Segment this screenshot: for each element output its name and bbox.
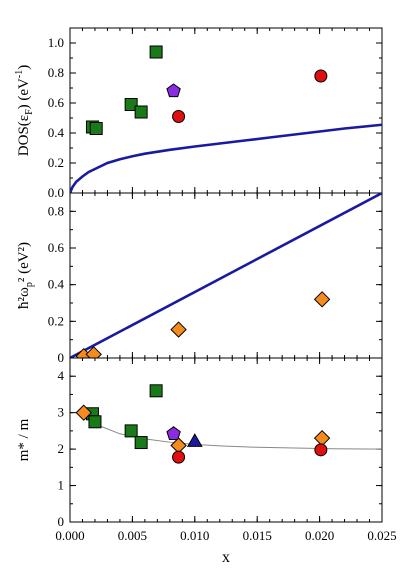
panel-bottom: 0 1 2 3 4 0.000 0.005 0.010 0.015 0.020 0.025 x m* /… — [16, 357, 397, 566]
y-tick-label: 0.4 — [48, 277, 65, 292]
panel-middle: 0 0.2 0.4 0.6 0.8 ħ²ωp² (eV²) — [16, 192, 383, 365]
y-tick-label: 2 — [58, 441, 65, 456]
y-tick-label: 0.6 — [48, 95, 65, 110]
panel-frame — [69, 357, 383, 523]
y-tick-label: 0.4 — [48, 125, 65, 140]
theory-line — [70, 193, 382, 358]
x-tick-label: 0.025 — [367, 528, 396, 543]
diamond-marker — [313, 291, 331, 308]
y-tick-label: 0.8 — [48, 203, 64, 218]
y-tick-label: 0 — [58, 514, 65, 529]
y-tick-label: 0.8 — [48, 65, 64, 80]
circle-marker — [172, 110, 186, 123]
panel-frame — [69, 27, 383, 194]
plot-area — [70, 193, 382, 358]
y-axis-label: ħ²ωp² (eV²) — [16, 242, 35, 309]
square-marker — [88, 415, 102, 429]
square-marker — [134, 105, 148, 119]
y-tick-label: 0 — [58, 350, 65, 365]
y-tick-label: 0.6 — [48, 240, 65, 255]
x-tick-label: 0.015 — [243, 528, 272, 543]
triangle-marker — [186, 433, 203, 447]
square-marker — [124, 424, 138, 438]
square-marker — [89, 122, 103, 135]
y-tick-label: 1.0 — [48, 35, 64, 50]
y-tick-label: 0.2 — [48, 313, 64, 328]
square-marker — [134, 436, 148, 450]
diamond-marker — [170, 321, 187, 338]
y-tick-label: 1 — [58, 478, 65, 493]
square-marker — [149, 384, 163, 398]
y-axis-label: DOS(εF) (eV-1) — [14, 65, 35, 156]
diamond-marker — [313, 429, 331, 447]
pentagon-marker — [166, 83, 181, 98]
x-tick-label: 0.000 — [55, 528, 84, 543]
diamond-marker — [75, 404, 92, 421]
diamond-marker — [85, 346, 102, 358]
x-tick-label: 0.020 — [305, 528, 334, 543]
y-tick-label: 3 — [58, 405, 65, 420]
x-axis-label: x — [222, 549, 230, 566]
square-marker — [124, 98, 138, 111]
y-tick-label: 0.0 — [48, 185, 64, 200]
plot-area — [70, 45, 382, 193]
panel-top: 0.0 0.2 0.4 0.6 0.8 1.0 DOS(εF) (eV-1) — [14, 27, 383, 200]
y-tick-label: 0.2 — [48, 155, 64, 170]
y-axis-label: m* / m — [16, 418, 32, 461]
y-tick-label: 4 — [58, 368, 65, 383]
square-marker — [149, 45, 163, 59]
pentagon-marker — [166, 426, 181, 440]
theory-line — [70, 123, 382, 193]
circle-marker — [314, 69, 328, 83]
x-tick-label: 0.005 — [118, 528, 147, 543]
circle-marker — [172, 450, 186, 464]
circle-marker — [314, 443, 328, 457]
x-tick-label: 0.010 — [180, 528, 209, 543]
plot-area — [75, 384, 382, 464]
